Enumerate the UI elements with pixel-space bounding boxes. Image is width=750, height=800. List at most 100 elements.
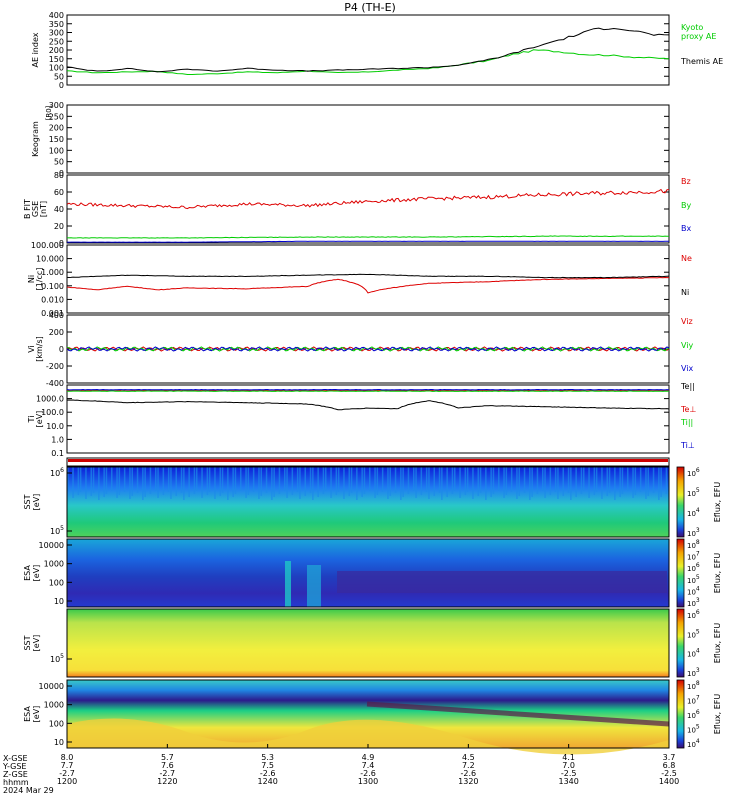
- heatmap-stripe: [350, 467, 353, 493]
- heatmap-stripe: [170, 467, 172, 499]
- heatmap-stripe: [614, 467, 616, 500]
- heatmap-stripe: [570, 467, 572, 500]
- x-axis-row-label: Y-GSE: [2, 762, 26, 771]
- heatmap-stripe: [441, 467, 443, 500]
- heatmap-stripe: [567, 467, 570, 493]
- heatmap-stripe: [658, 467, 660, 500]
- heatmap-stripe: [309, 467, 312, 493]
- heatmap-stripe: [451, 467, 454, 494]
- colorbar-label: Eflux, EFU: [713, 694, 722, 735]
- legend-entry: Bx: [681, 224, 691, 233]
- heatmap-stripe: [330, 467, 332, 498]
- heatmap-stripe: [123, 467, 126, 492]
- heatmap-stripe: [234, 467, 237, 494]
- heatmap-stripe: [485, 467, 487, 500]
- y-tick-label: 200: [49, 46, 64, 55]
- x-tick-label: 7.2: [462, 761, 475, 770]
- heatmap-spike: [307, 565, 321, 607]
- y-axis-label: [eV]: [32, 635, 41, 652]
- x-tick-label: 4.5: [462, 753, 475, 762]
- x-tick-label: 1340: [558, 777, 578, 786]
- heatmap-stripe: [459, 467, 461, 498]
- heatmap-stripe: [400, 467, 402, 500]
- heatmap-stripe: [583, 467, 585, 491]
- heatmap-stripe: [149, 467, 152, 494]
- y-tick-label: 250: [49, 112, 64, 121]
- x-tick-label: -2.6: [461, 769, 477, 778]
- heatmap-stripe: [505, 467, 508, 495]
- x-tick-label: -2.7: [59, 769, 75, 778]
- heatmap-stripe: [98, 467, 100, 500]
- legend-entry: Ti⊥: [680, 441, 695, 450]
- heatmap-stripe: [291, 467, 294, 495]
- heatmap-stripe: [240, 467, 242, 491]
- x-tick-label: 7.6: [161, 761, 174, 770]
- heatmap-stripe: [595, 467, 598, 492]
- y-axis-label: [1/cc]: [35, 268, 44, 291]
- heatmap-stripe: [554, 467, 557, 492]
- y-axis-label: Ni: [27, 275, 36, 283]
- x-tick-label: 1300: [358, 777, 378, 786]
- heatmap-stripe: [580, 467, 583, 494]
- heatmap-stripe: [536, 467, 539, 494]
- heatmap-stripe: [498, 467, 500, 491]
- y-tick-label: 0: [59, 239, 64, 248]
- heatmap-stripe: [361, 467, 363, 497]
- x-tick-label: -2.6: [260, 769, 276, 778]
- heatmap-stripe: [278, 467, 281, 494]
- heatmap-band: [337, 571, 667, 593]
- y-tick-label: 0.010: [41, 295, 64, 304]
- heatmap-stripe: [394, 467, 397, 493]
- heatmap-stripe: [446, 467, 448, 497]
- heatmap-stripe: [593, 467, 596, 495]
- series-line-te-: [66, 399, 670, 411]
- y-tick-label: 105: [50, 653, 64, 664]
- heatmap-stripe: [105, 467, 108, 494]
- heatmap-stripe: [381, 467, 384, 492]
- x-tick-label: -2.5: [561, 769, 577, 778]
- y-tick-label: 300: [49, 101, 64, 110]
- colorbar-tick-label: 108: [687, 680, 700, 691]
- heatmap-stripe: [647, 467, 649, 496]
- heatmap-stripe: [131, 467, 133, 496]
- y-tick-label: 200: [49, 124, 64, 133]
- unit-label: [R0]: [45, 105, 53, 120]
- heatmap-stripe: [608, 467, 611, 493]
- y-tick-label: 0.1: [51, 449, 64, 458]
- heatmap-stripe: [510, 467, 513, 492]
- heatmap-stripe: [454, 467, 456, 491]
- heatmap-stripe: [144, 467, 146, 497]
- y-tick-label: 100.000: [31, 241, 64, 250]
- heatmap-stripe: [479, 467, 482, 493]
- colorbar-tick-label: 105: [687, 628, 700, 639]
- y-tick-label: 1.0: [51, 435, 64, 444]
- y-tick-label: 106: [50, 467, 64, 478]
- heatmap-stripe: [118, 467, 121, 495]
- x-tick-label: 6.8: [663, 761, 676, 770]
- heatmap-field: [67, 609, 669, 677]
- colorbar-tick-label: 108: [687, 539, 700, 550]
- x-axis-row-label: 2024 Mar 29: [3, 786, 54, 795]
- heatmap-stripe: [103, 467, 105, 497]
- y-tick-label: -200: [46, 362, 64, 371]
- y-tick-label: 0.100: [41, 282, 64, 291]
- y-tick-label: 400: [49, 311, 64, 320]
- colorbar-tick-label: 106: [687, 467, 700, 478]
- y-tick-label: 105: [50, 525, 64, 536]
- panel-frame: [66, 608, 670, 678]
- heatmap-stripe: [634, 467, 637, 495]
- heatmap-line: [366, 701, 670, 727]
- y-axis-label: [nT]: [39, 201, 48, 217]
- y-tick-label: 80: [54, 171, 64, 180]
- heatmap-stripe: [214, 467, 216, 499]
- colorbar-tick-label: 107: [687, 695, 700, 706]
- y-tick-label: 10.000: [36, 255, 64, 264]
- heatmap-stripe: [208, 467, 211, 492]
- x-tick-label: 7.7: [61, 761, 74, 770]
- colorbar: [676, 608, 685, 678]
- colorbar-label: Eflux, EFU: [713, 482, 722, 523]
- heatmap-stripe: [531, 467, 533, 497]
- colorbar-tick-label: 104: [687, 507, 700, 518]
- y-tick-label: 40: [54, 205, 64, 214]
